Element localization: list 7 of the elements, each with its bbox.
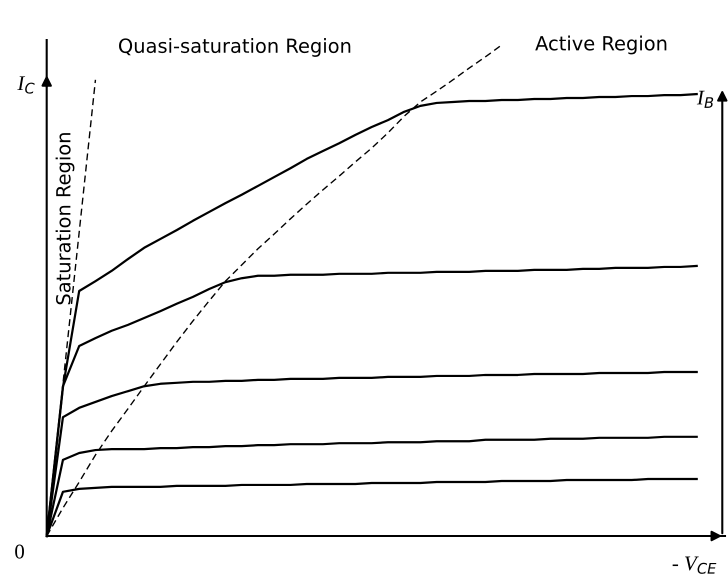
annotation: I$_{B}$ xyxy=(696,90,714,108)
text: 0 xyxy=(15,544,24,559)
y-axis-title: I$_{C}$ xyxy=(17,76,35,94)
x-axis-title: - V$_{CE}$ xyxy=(672,556,716,574)
annotation: Saturation Region xyxy=(56,133,74,304)
annotation: Active Region xyxy=(535,36,666,54)
annotation: Quasi-saturation Region xyxy=(119,38,350,57)
